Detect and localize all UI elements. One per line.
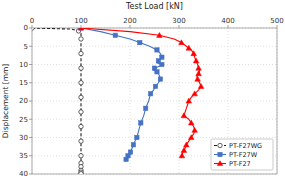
plot-background	[32, 28, 277, 174]
y-grid-line	[32, 64, 277, 65]
y-tick-label: 25	[19, 116, 28, 124]
series-marker	[153, 84, 157, 88]
series-marker	[181, 113, 187, 118]
series-marker	[79, 110, 83, 114]
legend-swatch-marker	[218, 143, 222, 147]
series-marker	[186, 45, 192, 50]
series-marker	[195, 76, 201, 81]
series-marker	[131, 143, 135, 147]
x-tick	[179, 25, 180, 28]
y-tick	[29, 46, 32, 47]
y-tick	[29, 82, 32, 83]
series-marker	[135, 135, 139, 139]
series-marker	[179, 153, 185, 158]
x-tick-label: 100	[74, 17, 87, 25]
y-tick-label: 40	[19, 170, 28, 178]
series-marker	[79, 81, 83, 85]
x-tick	[81, 25, 82, 28]
y-axis-label: Displacement [mm]	[1, 64, 10, 138]
x-tick	[228, 25, 229, 28]
y-tick	[29, 174, 32, 175]
series-marker	[79, 95, 83, 99]
series-marker	[181, 147, 187, 152]
x-axis-label: Test Load [kN]	[125, 2, 183, 11]
series-marker	[148, 92, 152, 96]
y-tick-label: 15	[19, 79, 28, 87]
legend-label: PT-F27WG	[229, 142, 262, 150]
series-marker	[138, 40, 142, 44]
series-marker	[193, 58, 199, 63]
y-grid-line	[32, 82, 277, 83]
series-marker	[158, 77, 162, 81]
x-tick-label: 300	[172, 17, 185, 25]
series-marker	[188, 135, 194, 140]
series-marker	[160, 62, 164, 66]
series-marker	[79, 37, 83, 41]
legend: PT-F27WGPT-F27WPT-F27	[211, 139, 273, 170]
x-tick	[130, 25, 131, 28]
series-marker	[124, 157, 128, 161]
series-marker	[196, 71, 202, 76]
chart: 0 100 200 300 400 500 0 5 10 15 20 25 30 35 40 Test Loa…	[0, 0, 285, 180]
series-line	[81, 28, 162, 161]
series-marker	[79, 171, 83, 174]
y-tick-label: 30	[19, 134, 28, 142]
legend-label: PT-F27W	[229, 151, 258, 159]
series-line	[81, 28, 201, 158]
y-tick-label: 10	[19, 61, 28, 69]
series-marker	[191, 51, 197, 56]
y-tick	[29, 137, 32, 138]
series-marker	[198, 84, 204, 89]
series-marker	[79, 66, 83, 70]
series-marker	[79, 154, 83, 158]
legend-swatch-marker	[218, 152, 222, 156]
x-tick-label: 200	[123, 17, 136, 25]
x-tick	[277, 25, 278, 28]
series-group	[32, 28, 204, 174]
x-tick-label: 500	[270, 17, 283, 25]
y-tick-label: 5	[24, 43, 28, 51]
series-marker	[157, 33, 163, 38]
series-marker	[32, 28, 34, 30]
series-marker	[155, 70, 159, 74]
series-marker	[79, 139, 83, 143]
x-tick-label: 0	[30, 17, 34, 25]
series-marker	[192, 127, 198, 132]
series-marker	[79, 51, 83, 55]
series-marker	[186, 98, 192, 103]
plot-frame	[32, 28, 277, 174]
y-tick-label: 35	[19, 152, 28, 160]
series-marker	[196, 65, 202, 70]
series-marker	[143, 106, 147, 110]
series-marker	[78, 28, 84, 30]
y-tick-label: 0	[24, 24, 28, 32]
series-marker	[155, 48, 159, 52]
x-tick-label: 400	[221, 17, 234, 25]
y-tick	[29, 28, 32, 29]
series-marker	[79, 124, 83, 128]
x-tick	[32, 25, 33, 28]
series-marker	[192, 91, 198, 96]
series-marker	[188, 120, 194, 125]
legend-label: PT-F27	[229, 160, 251, 168]
series-marker	[184, 142, 190, 147]
y-grid-line	[32, 137, 277, 138]
legend-box	[211, 139, 273, 170]
y-grid-line	[32, 46, 277, 47]
series-marker	[113, 33, 117, 37]
legend-swatch-marker	[217, 161, 223, 166]
series-marker	[79, 28, 83, 30]
y-grid-line	[32, 101, 277, 102]
y-tick	[29, 119, 32, 120]
y-grid-line	[32, 119, 277, 120]
series-marker	[139, 121, 143, 125]
y-tick	[29, 101, 32, 102]
series-marker	[179, 40, 185, 45]
y-tick-label: 20	[19, 97, 28, 105]
grid	[32, 28, 277, 174]
y-tick	[29, 155, 32, 156]
y-tick	[29, 64, 32, 65]
series-line	[32, 28, 81, 174]
